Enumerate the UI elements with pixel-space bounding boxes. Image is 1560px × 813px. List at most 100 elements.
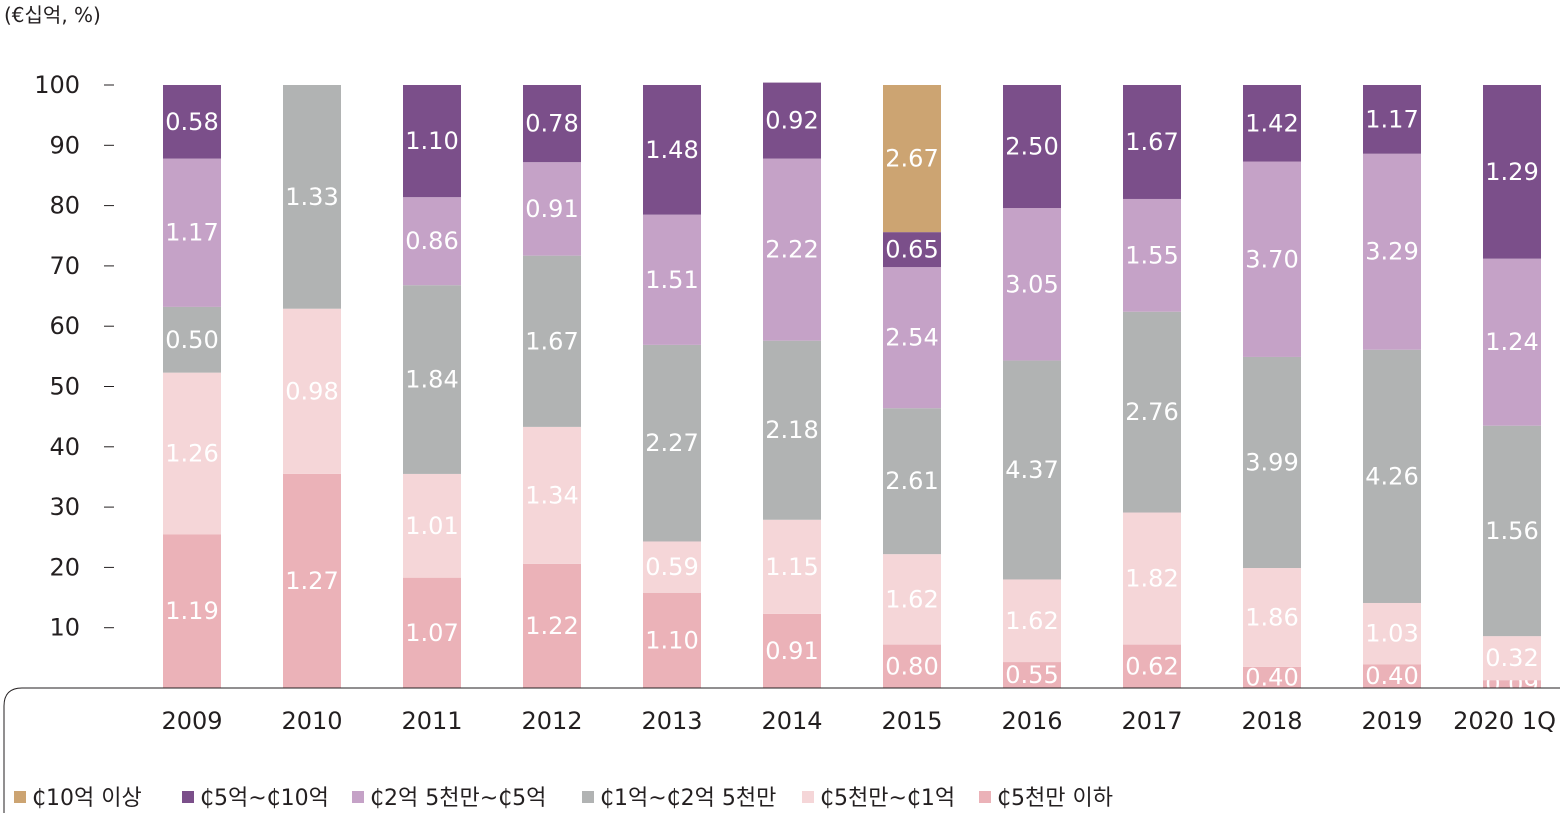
bar-segment <box>283 308 341 474</box>
data-label: 3.70 <box>1245 245 1298 273</box>
bar-stack-2016: 0.55 1.62 4.37 3.05 2.50 <box>1003 85 1061 689</box>
bar-segment <box>1243 85 1301 162</box>
data-label: 0.59 <box>645 553 698 581</box>
legend-label: ₵10억 이상 <box>32 786 142 811</box>
data-label: 0.65 <box>885 236 938 264</box>
bars: 1.19 1.26 0.50 1.17 0.58 1.27 0.98 1.33 1.07 1.01… <box>163 82 1541 698</box>
bar-segment <box>1363 85 1421 154</box>
bar-segment <box>283 85 341 309</box>
bar-stack-2020-1Q: 0.090.321.561.241.29 <box>1483 85 1541 698</box>
bar-segment <box>1003 662 1061 688</box>
bar-stack-2015: 0.80 1.62 2.61 2.54 0.65 2.67 <box>883 85 941 688</box>
y-tick-label: 70 <box>49 252 80 280</box>
bar-segment <box>1363 664 1421 688</box>
bar-segment <box>1123 512 1181 645</box>
bar-segment <box>1483 258 1541 426</box>
bar-segment <box>643 85 701 215</box>
legend-item: ₵5천만~₵1억 <box>802 786 955 811</box>
y-tick-label: 50 <box>49 373 80 401</box>
data-label: 0.78 <box>525 110 578 138</box>
bar-segment <box>403 197 461 286</box>
bar-segment <box>763 158 821 341</box>
bar-segment <box>1123 198 1181 312</box>
data-label: 0.40 <box>1245 663 1298 691</box>
bar-segment <box>643 541 701 593</box>
bar-segment <box>403 577 461 688</box>
legend-swatch <box>979 791 991 803</box>
bar-segment <box>1243 666 1301 688</box>
bar-segment <box>163 306 221 373</box>
data-label: 1.67 <box>525 327 578 355</box>
bar-segment <box>1003 85 1061 209</box>
x-tick-label: 2017 <box>1121 707 1182 735</box>
data-label: 1.51 <box>645 266 698 294</box>
x-tick-label: 2016 <box>1001 707 1062 735</box>
y-tick-label: 40 <box>49 433 80 461</box>
y-tick-label: 90 <box>49 131 80 159</box>
y-tick-label: 100 <box>34 71 80 99</box>
bar-segment <box>1003 360 1061 580</box>
bar-segment <box>1483 680 1541 688</box>
bar-segment <box>1123 644 1181 688</box>
x-tick-label: 2020 1Q <box>1453 707 1556 735</box>
data-label: 0.91 <box>525 195 578 223</box>
y-tick-label: 10 <box>49 614 80 642</box>
x-tick-label: 2015 <box>881 707 942 735</box>
data-label: 0.80 <box>885 652 938 680</box>
legend-swatch <box>352 791 364 803</box>
data-label: 2.61 <box>885 467 938 495</box>
x-tick-label: 2010 <box>281 707 342 735</box>
data-label: 0.86 <box>405 227 458 255</box>
data-label: 1.33 <box>285 183 338 211</box>
bar-segment <box>763 613 821 688</box>
data-label: 1.84 <box>405 366 458 394</box>
data-label: 0.40 <box>1365 662 1418 690</box>
bar-stack-2017: 0.62 1.82 2.76 1.55 1.67 <box>1123 85 1181 688</box>
data-label: 0.58 <box>165 108 218 136</box>
bar-segment <box>1243 356 1301 569</box>
data-label: 1.24 <box>1485 328 1538 356</box>
bar-segment <box>883 554 941 645</box>
bar-stack-2014: 0.91 1.15 2.18 2.22 0.92 <box>763 82 821 688</box>
bar-segment <box>1243 161 1301 357</box>
bar-segment <box>1123 311 1181 513</box>
bar-segment <box>1363 153 1421 350</box>
data-label: 1.10 <box>645 626 698 654</box>
bar-segment <box>403 285 461 474</box>
data-label: 1.26 <box>165 439 218 467</box>
x-tick-label: 2012 <box>521 707 582 735</box>
bar-segment <box>163 534 221 688</box>
data-label: 1.17 <box>1365 105 1418 133</box>
bar-segment <box>523 255 581 427</box>
bar-segment <box>883 85 941 233</box>
bar-segment <box>763 519 821 614</box>
x-axis: 2009 2010 2011 2012 2013 2014 2015 2016 2017 2018… <box>3 687 1560 813</box>
bar-segment <box>643 214 701 345</box>
bar-segment <box>403 85 461 198</box>
data-label: 1.62 <box>1005 607 1058 635</box>
data-label: 1.01 <box>405 512 458 540</box>
legend-item: ₵10억 이상 <box>14 786 142 811</box>
legend-label: ₵5억~₵10억 <box>200 786 329 811</box>
legend-swatch <box>802 791 814 803</box>
bar-segment <box>883 644 941 688</box>
data-label: 1.62 <box>885 585 938 613</box>
data-label: 3.05 <box>1005 270 1058 298</box>
data-label: 2.27 <box>645 429 698 457</box>
data-label: 1.03 <box>1365 620 1418 648</box>
bar-segment <box>163 372 221 535</box>
bar-stack-2010: 1.27 0.98 1.33 <box>283 85 341 688</box>
bar-segment <box>883 232 941 268</box>
data-label: 1.67 <box>1125 128 1178 156</box>
unit-label: (€십억, %) <box>4 3 101 27</box>
data-label: 1.42 <box>1245 109 1298 137</box>
data-label: 1.10 <box>405 127 458 155</box>
bar-segment <box>403 473 461 578</box>
data-label: 3.29 <box>1365 238 1418 266</box>
bar-segment <box>643 592 701 688</box>
legend-label: ₵5천만~₵1억 <box>820 786 955 811</box>
data-label: 0.98 <box>285 377 338 405</box>
bar-segment <box>1483 425 1541 637</box>
data-label: 2.18 <box>765 416 818 444</box>
